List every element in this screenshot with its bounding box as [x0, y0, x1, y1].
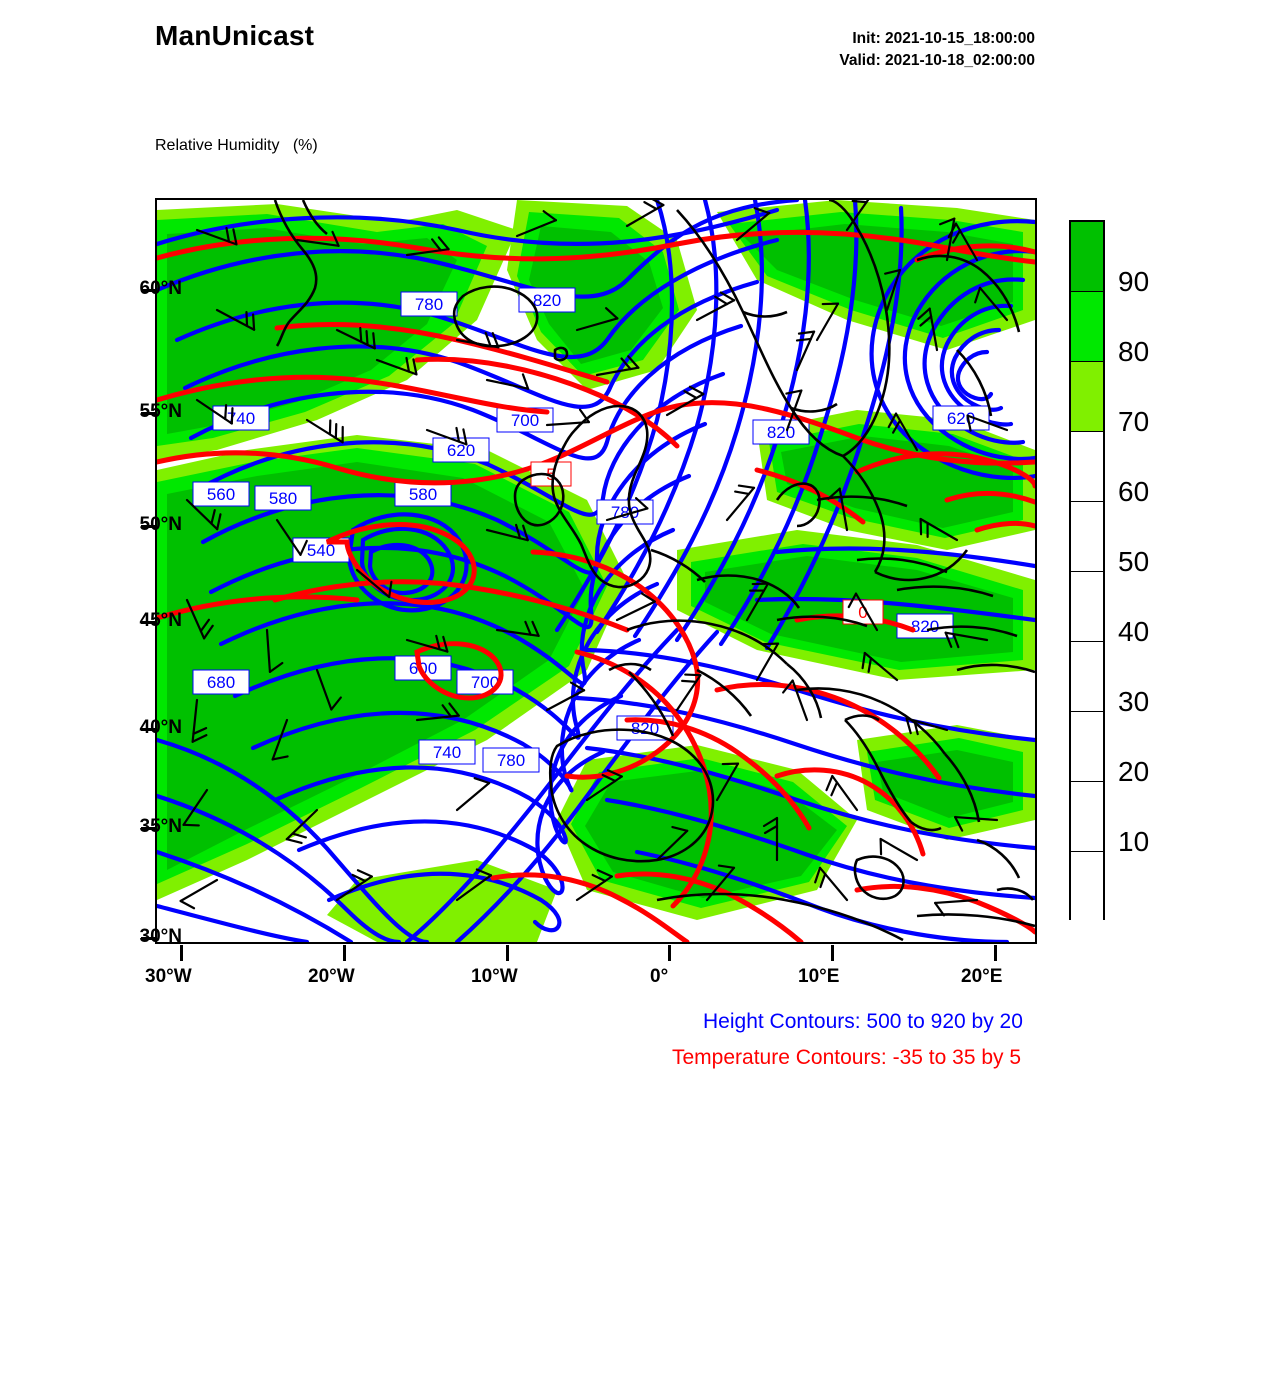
- colorbar-label-50: 50: [1118, 546, 1150, 577]
- colorbar-label-20: 20: [1118, 756, 1150, 787]
- svg-text:580: 580: [409, 485, 437, 504]
- lat-tick-55: [141, 412, 157, 415]
- colorbar-cell-80-90: [1071, 292, 1103, 362]
- lat-label-45: 45°N: [139, 610, 182, 631]
- valid-timestamp: Valid: 2021-10-18_02:00:00: [839, 52, 1035, 69]
- svg-text:820: 820: [533, 291, 561, 310]
- svg-text:780: 780: [497, 751, 525, 770]
- lon-label-10e: 10°E: [798, 966, 840, 987]
- svg-text:620: 620: [447, 441, 475, 460]
- colorbar-cell-0-10: [1071, 852, 1103, 922]
- svg-text:820: 820: [767, 423, 795, 442]
- variable-line-humidity: Relative Humidity (%): [155, 136, 318, 154]
- lon-tick-10w: [506, 945, 509, 961]
- init-timestamp: Init: 2021-10-15_18:00:00: [852, 30, 1035, 47]
- lat-tick-45: [141, 621, 157, 624]
- colorbar-cell-30-40: [1071, 642, 1103, 712]
- colorbar-label-60: 60: [1118, 476, 1150, 507]
- svg-text:700: 700: [471, 673, 499, 692]
- lon-tick-10e: [831, 945, 834, 961]
- lat-label-40: 40°N: [139, 717, 182, 738]
- wind-barbs: [179, 200, 1009, 917]
- colorbar-cell-20-30: [1071, 712, 1103, 782]
- lon-tick-20w: [343, 945, 346, 961]
- svg-text:780: 780: [415, 295, 443, 314]
- svg-text:740: 740: [227, 409, 255, 428]
- lon-label-0: 0°: [650, 966, 669, 987]
- temperature-contours-note: Temperature Contours: -35 to 35 by 5: [672, 1046, 1022, 1069]
- run-timestamps: Init: 2021-10-15_18:00:00 Valid: 2021-10…: [839, 28, 1035, 72]
- lon-label-20e: 20°E: [961, 966, 1003, 987]
- lon-tick-20e: [994, 945, 997, 961]
- svg-text:0: 0: [858, 603, 867, 622]
- lat-label-60: 60°N: [139, 278, 182, 299]
- svg-text:620: 620: [947, 409, 975, 428]
- lon-tick-30w: [180, 945, 183, 961]
- svg-text:680: 680: [207, 673, 235, 692]
- colorbar-label-90: 90: [1118, 266, 1150, 297]
- colorbar-cell-50-60: [1071, 502, 1103, 572]
- colorbar-cell-40-50: [1071, 572, 1103, 642]
- colorbar-cell-10-20: [1071, 782, 1103, 852]
- colorbar-label-40: 40: [1118, 616, 1150, 647]
- svg-text:540: 540: [307, 541, 335, 560]
- coastlines: [273, 200, 1035, 942]
- lat-label-30: 30°N: [139, 926, 182, 947]
- lat-tick-60: [141, 289, 157, 292]
- map-canvas: 780 820 740 700 620 580 560 580 540 780 …: [157, 200, 1035, 942]
- page-title: ManUnicast: [155, 20, 315, 51]
- svg-text:740: 740: [433, 743, 461, 762]
- lat-tick-30: [141, 937, 157, 940]
- height-contour-labels: 780 820 740 700 620 580 560 580 540 780 …: [192, 287, 990, 773]
- colorbar-label-80: 80: [1118, 336, 1150, 367]
- relative-humidity-colorbar[interactable]: [1069, 220, 1105, 922]
- colorbar-cell-90-100: [1071, 222, 1103, 292]
- svg-text:820: 820: [911, 617, 939, 636]
- lat-tick-40: [141, 728, 157, 731]
- lon-label-30w: 30°W: [145, 966, 192, 987]
- lon-label-10w: 10°W: [471, 966, 518, 987]
- lat-tick-50: [141, 525, 157, 528]
- colorbar-cell-70-80: [1071, 362, 1103, 432]
- colorbar-label-10: 10: [1118, 826, 1150, 857]
- lat-label-50: 50°N: [139, 514, 182, 535]
- colorbar-label-70: 70: [1118, 406, 1150, 437]
- svg-text:560: 560: [207, 485, 235, 504]
- lat-label-35: 35°N: [139, 816, 182, 837]
- svg-text:580: 580: [269, 489, 297, 508]
- height-contours-note: Height Contours: 500 to 920 by 20: [703, 1010, 1023, 1033]
- lat-tick-35: [141, 827, 157, 830]
- svg-text:700: 700: [511, 411, 539, 430]
- lon-tick-0: [668, 945, 671, 961]
- map-plot-area[interactable]: 780 820 740 700 620 580 560 580 540 780 …: [155, 198, 1037, 944]
- colorbar-label-30: 30: [1118, 686, 1150, 717]
- svg-text:600: 600: [409, 659, 437, 678]
- lat-label-55: 55°N: [139, 401, 182, 422]
- lon-label-20w: 20°W: [308, 966, 355, 987]
- colorbar-cell-60-70: [1071, 432, 1103, 502]
